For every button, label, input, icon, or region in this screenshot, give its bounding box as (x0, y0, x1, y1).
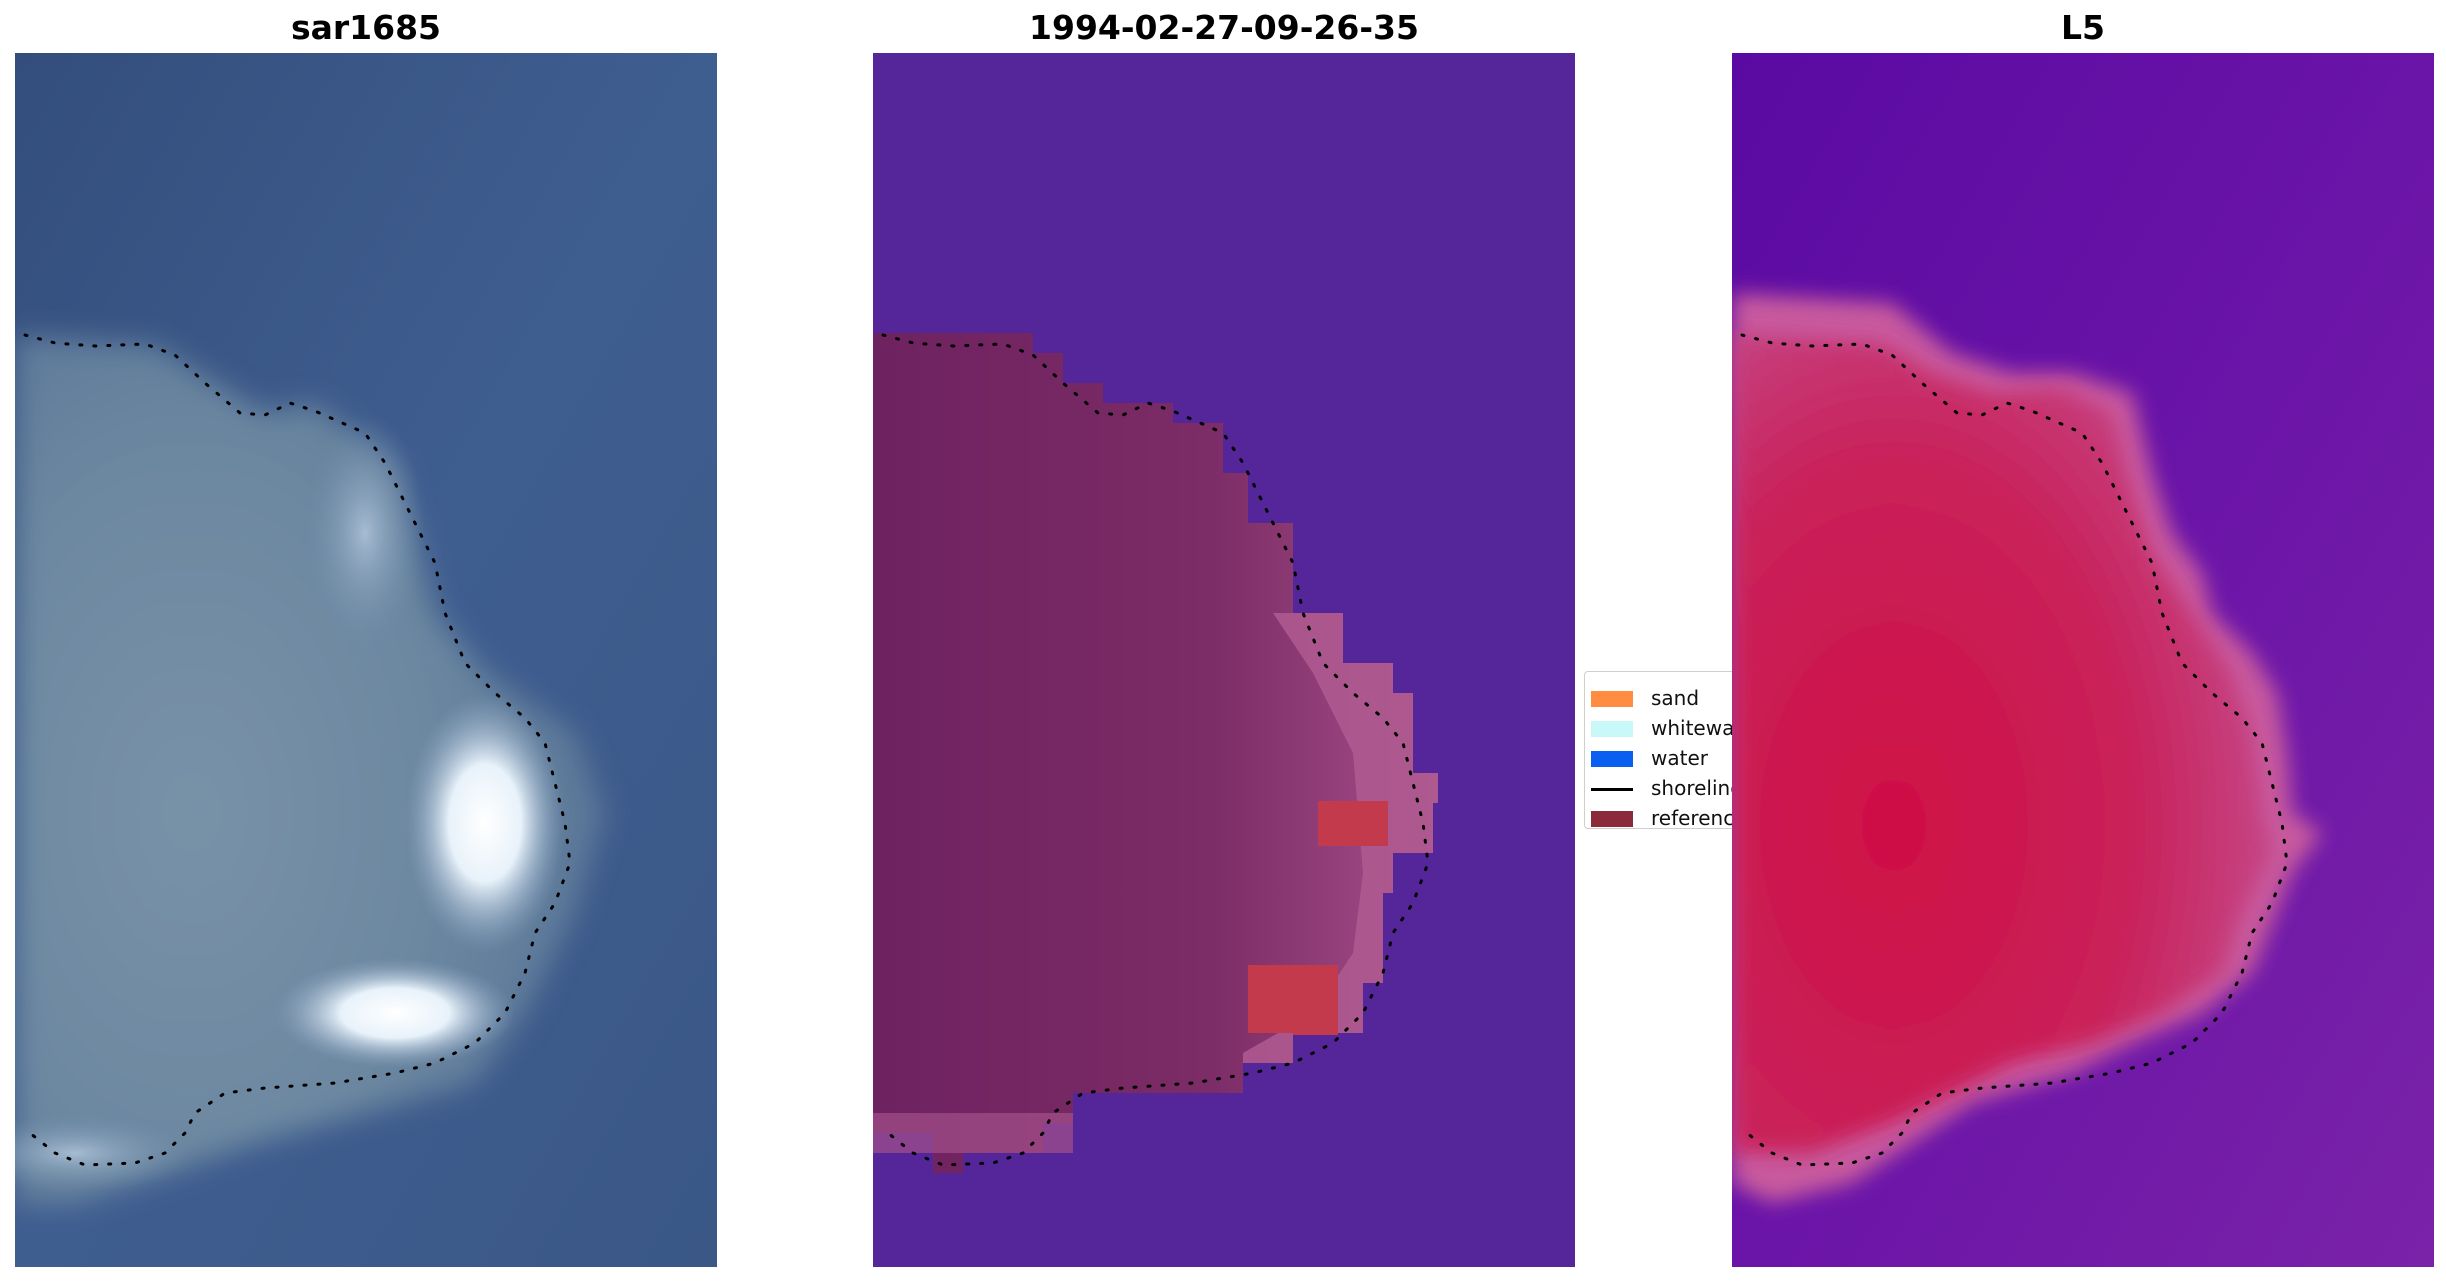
legend: sand whitewater water shoreline referenc… (1584, 671, 1763, 830)
index-image (1732, 53, 2434, 1267)
panel-title-index: L5 (2061, 8, 2105, 47)
rgb-surf-corner (15, 1113, 195, 1193)
legend-label-shoreline: shoreline (1651, 776, 1743, 800)
legend-label-sand: sand (1651, 686, 1700, 710)
legend-item-water: water (1585, 744, 1785, 772)
rgb-whitewater-main (405, 693, 565, 953)
rgb-image-panel (15, 53, 717, 1267)
index-panel (1732, 53, 2434, 1267)
legend-item-sand: sand (1585, 684, 1785, 712)
classified-panel (873, 53, 1575, 1267)
classified-edge (1243, 613, 1438, 1063)
legend-label-water: water (1651, 746, 1708, 770)
shoreline-line-swatch (1591, 788, 1633, 791)
legend-item-reference: reference (1585, 804, 1785, 832)
legend-label-whitewater: whitewater (1651, 716, 1763, 740)
classified-edge-corner (873, 1113, 1073, 1153)
reference-swatch (1591, 811, 1633, 827)
classified-image (873, 53, 1575, 1267)
legend-label-reference: reference (1651, 806, 1747, 830)
whitewater-swatch (1591, 721, 1633, 737)
legend-item-whitewater: whitewater (1585, 714, 1785, 742)
legend-item-shoreline: shoreline (1585, 774, 1785, 802)
reference-patch-1 (1318, 801, 1388, 846)
reference-patch-4 (1248, 993, 1318, 1033)
rgb-image (15, 53, 717, 1267)
rgb-surf-upper (305, 413, 425, 653)
rgb-whitewater-lower (275, 958, 515, 1068)
panel-title-classified: 1994-02-27-09-26-35 (1029, 8, 1419, 47)
water-swatch (1591, 751, 1633, 767)
classified-land (873, 333, 1438, 1173)
sand-swatch (1591, 691, 1633, 707)
panel-title-rgb: sar1685 (290, 8, 442, 47)
